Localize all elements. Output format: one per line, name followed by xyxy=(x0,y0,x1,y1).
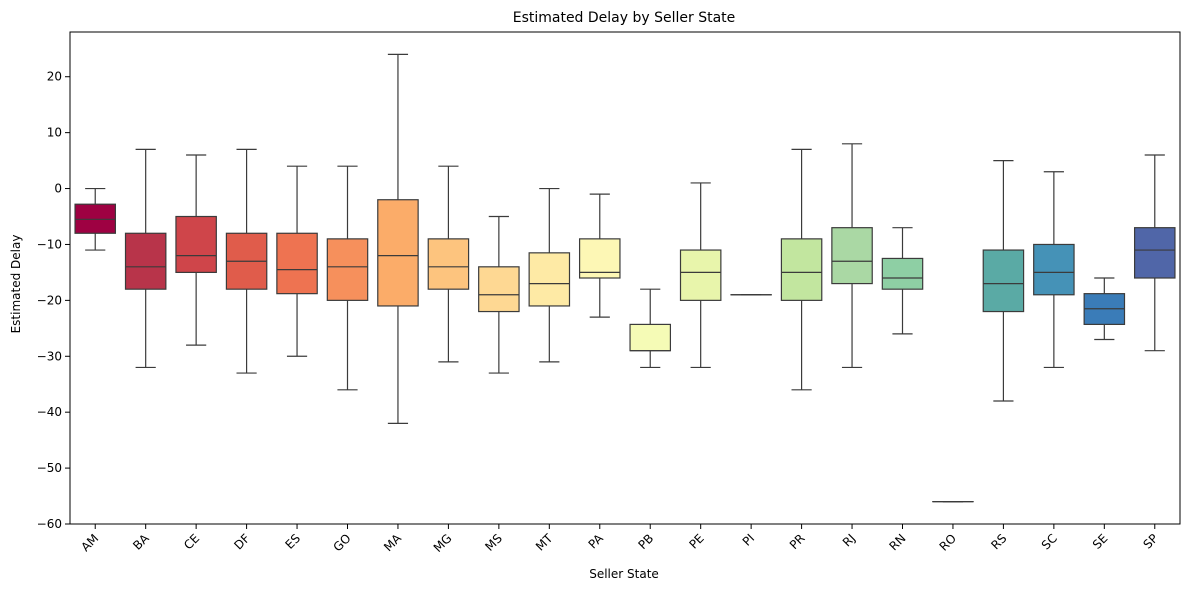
x-tick-label: SE xyxy=(1090,531,1111,552)
iqr-box xyxy=(629,323,672,352)
box-DF xyxy=(225,148,268,374)
iqr-box xyxy=(377,199,419,307)
x-tick-label: AM xyxy=(78,531,101,554)
y-tick-label: −60 xyxy=(37,517,62,531)
x-tick-label: RO xyxy=(937,531,959,553)
x-tick-label: RS xyxy=(988,531,1009,552)
x-axis-title: Seller State xyxy=(589,567,659,581)
x-tick-label: PA xyxy=(586,531,607,552)
plot-frame xyxy=(69,31,1181,525)
iqr-box xyxy=(276,232,318,295)
plot-area xyxy=(69,31,1181,525)
x-tick-label: PE xyxy=(686,531,706,551)
iqr-box xyxy=(175,215,217,274)
x-tick-label: GO xyxy=(330,531,353,554)
box-AM xyxy=(74,187,117,251)
x-tick-label: PB xyxy=(636,531,657,552)
y-tick-label: −50 xyxy=(37,461,62,475)
iqr-box xyxy=(1133,227,1176,279)
box-RJ xyxy=(831,143,873,369)
box-MA xyxy=(377,53,419,424)
x-tick-label: RN xyxy=(886,531,908,553)
box-PA xyxy=(578,193,621,318)
y-tick-label: 20 xyxy=(47,70,62,84)
iqr-box xyxy=(326,238,369,301)
box-SE xyxy=(1083,277,1126,341)
x-tick-label: MA xyxy=(381,531,405,555)
x-tick-label: SC xyxy=(1039,531,1060,552)
box-SC xyxy=(1033,171,1075,369)
box-SP xyxy=(1133,154,1176,352)
x-tick-label: MS xyxy=(482,531,505,554)
iqr-box xyxy=(478,266,520,313)
box-RN xyxy=(881,227,924,335)
x-tick-label: MG xyxy=(431,531,455,555)
x-tick-label: MT xyxy=(533,531,556,554)
x-axis: AM BA CE DF ES GO MA MG MS MT PA PB PE PI PR RJ RN RO RS SC… xyxy=(78,524,1161,555)
y-tick-label: −10 xyxy=(37,237,62,251)
box-MG xyxy=(427,165,470,363)
box-PB xyxy=(629,288,672,369)
x-tick-label: PI xyxy=(740,531,758,549)
box-PE xyxy=(679,182,722,369)
iqr-box xyxy=(881,257,924,290)
y-tick-label: −40 xyxy=(37,405,62,419)
iqr-box xyxy=(1033,243,1075,296)
box-MT xyxy=(528,187,571,363)
iqr-box xyxy=(427,238,470,290)
y-tick-label: 0 xyxy=(54,182,62,196)
iqr-box xyxy=(578,238,621,279)
x-tick-label: ES xyxy=(283,531,304,552)
y-tick-label: −20 xyxy=(37,293,62,307)
iqr-box xyxy=(831,227,873,285)
y-tick-label: 10 xyxy=(47,126,62,140)
box-RS xyxy=(982,159,1025,402)
chart-title: Estimated Delay by Seller State xyxy=(513,10,736,26)
x-tick-label: CE xyxy=(181,531,202,552)
y-axis: 20 10 0 −10 −20 −30 −40 −50 −60 xyxy=(37,70,70,531)
iqr-box xyxy=(124,232,167,290)
x-tick-label: DF xyxy=(231,531,252,552)
iqr-box xyxy=(982,249,1025,313)
iqr-box xyxy=(679,249,722,301)
box-BA xyxy=(124,148,167,369)
box-PR xyxy=(780,148,823,391)
y-tick-label: −30 xyxy=(37,349,62,363)
box-GO xyxy=(326,165,369,391)
box-ES xyxy=(276,165,318,357)
x-tick-label: SP xyxy=(1140,531,1160,551)
iqr-box xyxy=(780,238,823,301)
x-tick-label: BA xyxy=(130,531,152,553)
iqr-box xyxy=(528,252,571,307)
x-tick-label: PR xyxy=(787,531,808,552)
box-CE xyxy=(175,154,217,346)
x-tick-label: RJ xyxy=(840,531,858,549)
box-MS xyxy=(478,215,520,374)
y-axis-title: Estimated Delay xyxy=(9,235,23,334)
